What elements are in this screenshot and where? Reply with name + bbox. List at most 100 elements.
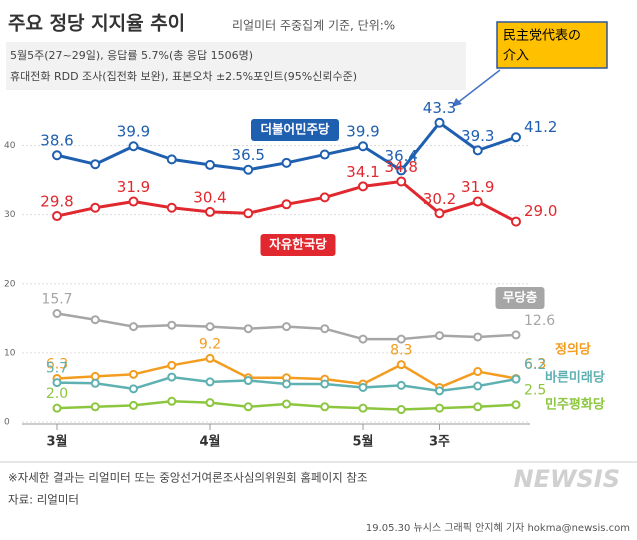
- data-label: 39.9: [346, 123, 379, 141]
- point: [473, 332, 483, 342]
- point: [90, 402, 100, 412]
- x-tick-label: 3주: [429, 435, 450, 450]
- data-label: 36.4: [385, 147, 418, 165]
- point: [473, 367, 483, 377]
- point: [243, 324, 253, 334]
- data-label: 29.8: [40, 193, 73, 211]
- data-label: 2.0: [46, 386, 68, 402]
- point: [205, 398, 215, 408]
- x-tick-label: 5월: [352, 434, 373, 450]
- data-label: 39.9: [117, 123, 150, 141]
- point: [243, 376, 253, 386]
- point: [243, 208, 254, 219]
- point: [472, 196, 483, 207]
- data-label: 31.9: [117, 178, 150, 196]
- point: [205, 377, 215, 387]
- point: [205, 353, 215, 363]
- legend-label: 바른미래당: [545, 370, 605, 386]
- point: [128, 141, 139, 152]
- point: [90, 159, 101, 170]
- data-label: 15.7: [41, 291, 72, 307]
- point: [129, 369, 138, 379]
- point: [435, 386, 444, 396]
- x-tick-label: 3월: [46, 434, 67, 450]
- point: [396, 176, 407, 187]
- point: [358, 382, 368, 392]
- point: [167, 320, 177, 330]
- point: [129, 322, 138, 332]
- point: [205, 159, 215, 170]
- note-box: [6, 42, 466, 90]
- point: [167, 396, 177, 406]
- data-label: 9.2: [199, 336, 221, 352]
- y-tick-label: 30: [4, 210, 16, 220]
- point: [434, 208, 445, 219]
- point: [472, 145, 483, 156]
- point: [473, 402, 483, 412]
- note: 5월5주(27~29일), 응답률 5.7%(총 응답 1506명): [10, 48, 253, 62]
- point: [281, 199, 292, 210]
- point: [52, 150, 62, 161]
- y-tick-label: 10: [4, 348, 16, 358]
- point: [166, 202, 177, 213]
- point: [396, 360, 406, 370]
- source: 자료: 리얼미터: [8, 493, 79, 507]
- point: [511, 374, 521, 384]
- data-label: 34.1: [346, 163, 379, 181]
- point: [167, 360, 177, 370]
- point: [435, 403, 444, 413]
- point: [358, 141, 368, 152]
- point: [319, 192, 330, 203]
- data-label: 6.2: [524, 357, 546, 373]
- point: [52, 403, 62, 413]
- point: [396, 380, 406, 390]
- point: [90, 202, 101, 213]
- y-tick-label: 0: [4, 418, 10, 428]
- point: [205, 206, 215, 217]
- point: [129, 400, 138, 410]
- y-tick-label: 20: [4, 279, 16, 289]
- annotation: 民主党代表の: [503, 29, 581, 44]
- point: [358, 181, 368, 192]
- point: [52, 378, 62, 388]
- point: [320, 324, 330, 334]
- y-tick-label: 40: [4, 141, 16, 151]
- point: [281, 157, 292, 168]
- watermark: NEWSIS: [514, 465, 620, 493]
- point: [52, 211, 62, 222]
- note: 휴대전화 RDD 조사(집전화 보완), 표본오차 ±2.5%포인트(95%신뢰…: [10, 70, 357, 83]
- legend-label: 더불어민주당: [260, 122, 330, 137]
- point: [167, 372, 177, 382]
- point: [282, 399, 291, 409]
- data-label: 38.6: [40, 132, 73, 150]
- annotation-arrow: [455, 69, 501, 105]
- legend-label: 정의당: [555, 342, 591, 358]
- point: [358, 403, 368, 413]
- point: [282, 379, 291, 389]
- point: [396, 405, 406, 415]
- point: [205, 322, 215, 332]
- data-label: 30.4: [193, 188, 226, 206]
- footnote: ※자세한 결과는 리얼미터 또는 중앙선거여론조사심의위원회 홈페이지 참조: [8, 471, 368, 485]
- data-label: 2.5: [524, 383, 546, 399]
- data-label: 8.3: [390, 343, 412, 359]
- data-label: 5.7: [46, 361, 68, 377]
- data-label: 6.3: [524, 356, 546, 372]
- legend-label: 무당층: [503, 290, 538, 305]
- data-label: 31.9: [461, 178, 494, 196]
- point: [320, 402, 330, 412]
- x-tick-label: 4월: [199, 434, 220, 450]
- annotation-arrowhead: [452, 98, 462, 107]
- point: [243, 164, 254, 175]
- point: [396, 165, 407, 176]
- legend-box: [251, 119, 339, 141]
- credit: 19.05.30 뉴시스 그래픽 안지혜 기자 hokma@newsis.com: [366, 522, 630, 534]
- point: [282, 322, 291, 332]
- legend-box: [260, 234, 336, 256]
- data-label: 34.8: [385, 158, 418, 176]
- legend-label: 자유한국당: [269, 237, 327, 252]
- point: [511, 330, 521, 340]
- data-label: 36.5: [232, 146, 265, 164]
- point: [128, 196, 139, 207]
- point: [320, 379, 330, 389]
